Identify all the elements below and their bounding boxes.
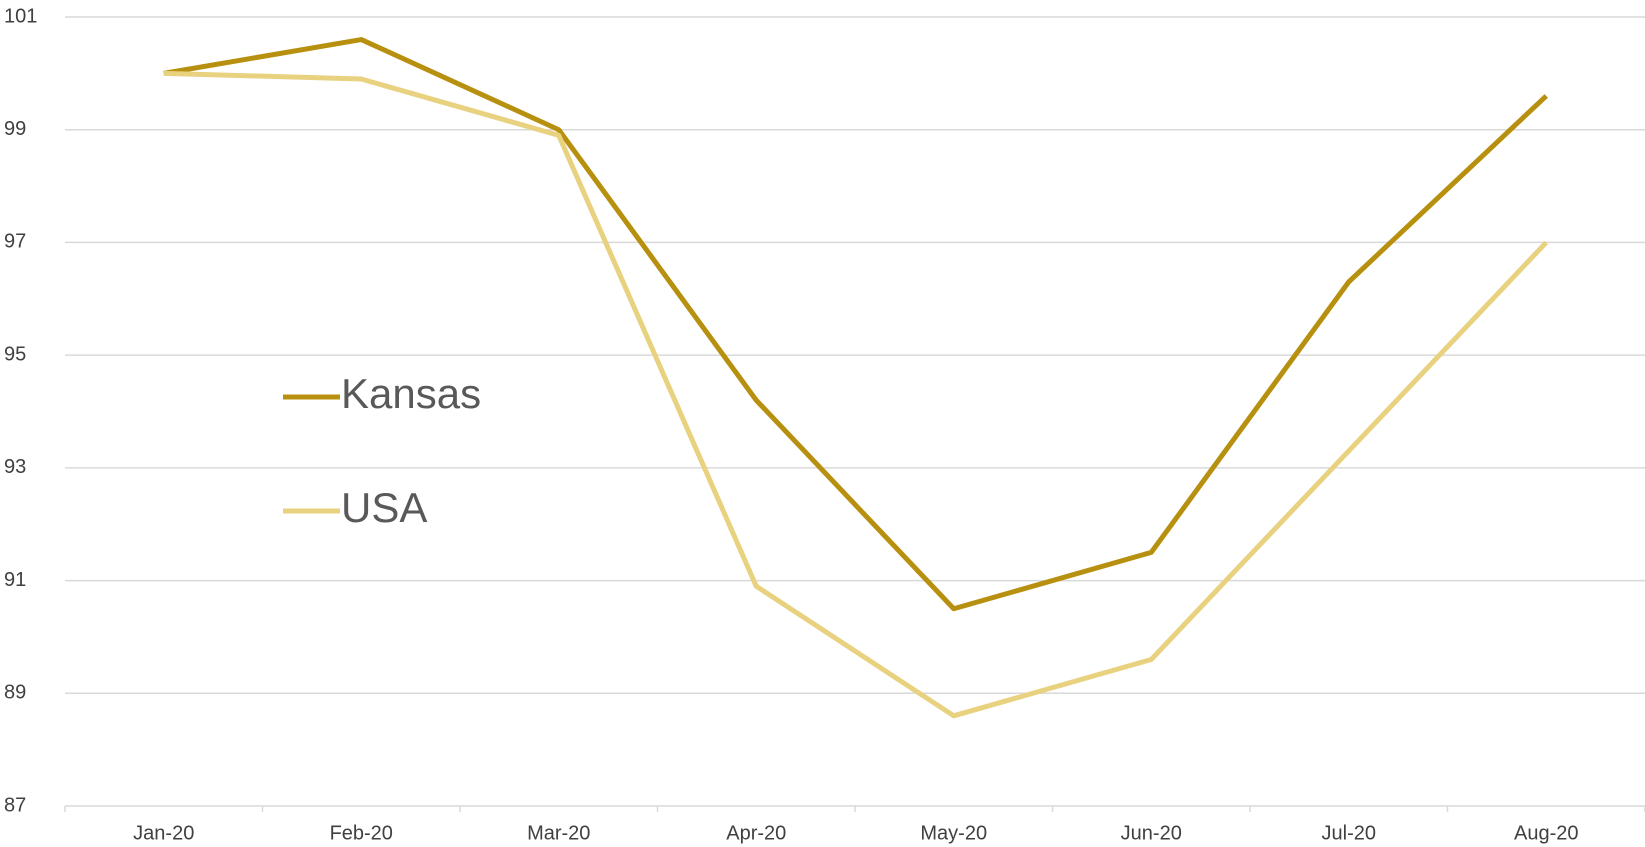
y-tick-label: 93 xyxy=(4,456,26,478)
y-tick-label: 87 xyxy=(4,794,26,816)
x-tick-label: May-20 xyxy=(920,822,987,844)
x-tick-label: Apr-20 xyxy=(726,822,786,844)
legend-label: Kansas xyxy=(341,370,481,417)
y-tick-label: 95 xyxy=(4,343,26,365)
x-tick-label: Feb-20 xyxy=(330,822,393,844)
x-tick-label: Aug-20 xyxy=(1514,822,1579,844)
y-tick-label: 99 xyxy=(4,118,26,140)
series-line xyxy=(163,37,1548,612)
y-tick-label: 91 xyxy=(4,569,26,591)
y-tick-label: 101 xyxy=(4,5,37,27)
x-tick-label: Jan-20 xyxy=(133,822,194,844)
series-line xyxy=(163,70,1549,719)
x-tick-label: Jul-20 xyxy=(1322,822,1376,844)
y-tick-label: 97 xyxy=(4,231,26,253)
x-tick-label: Mar-20 xyxy=(527,822,590,844)
x-tick-label: Jun-20 xyxy=(1121,822,1182,844)
y-tick-label: 89 xyxy=(4,682,26,704)
legend-label: USA xyxy=(341,484,427,531)
